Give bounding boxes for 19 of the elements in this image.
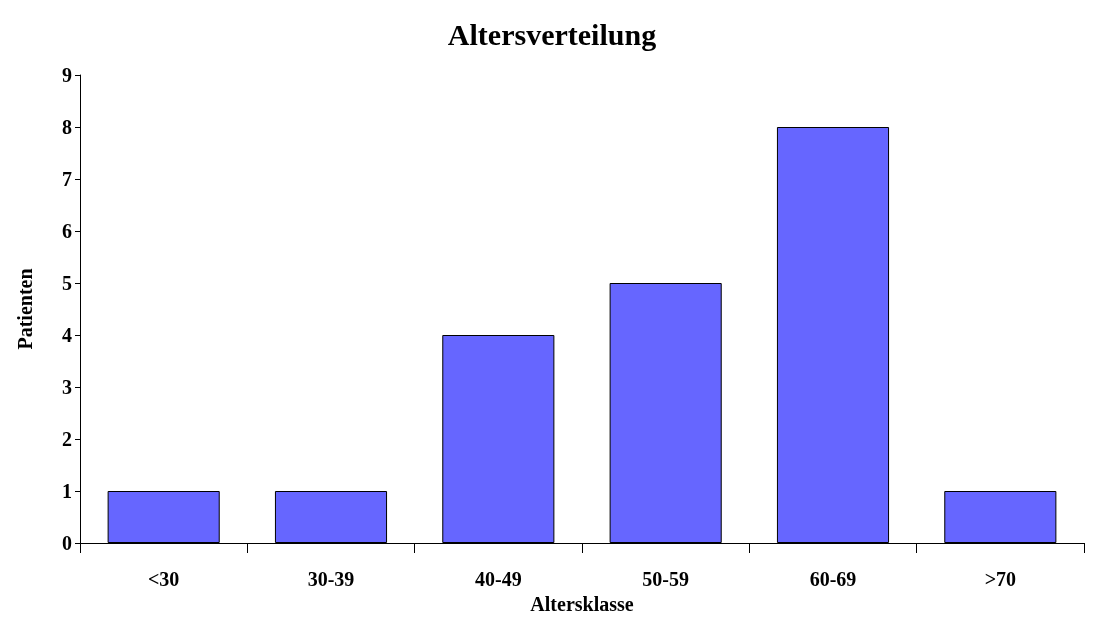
y-tick-label: 0 <box>62 532 72 554</box>
x-tick-label: <30 <box>147 568 180 590</box>
chart-title: Altersverteilung <box>447 17 657 51</box>
x-tick-label: >70 <box>984 568 1017 590</box>
y-tick-label: 4 <box>62 324 72 346</box>
y-tick-label: 5 <box>62 272 72 294</box>
y-tick-label: 6 <box>62 220 72 242</box>
y-tick-label: 8 <box>62 116 72 138</box>
y-tick-label: 1 <box>62 480 72 502</box>
x-tick-label: 50-59 <box>642 568 689 590</box>
y-tick-label: 7 <box>62 168 72 190</box>
x-tick-label: 40-49 <box>475 568 522 590</box>
x-tick-label: 30-39 <box>307 568 355 590</box>
y-axis-title: Patienten <box>14 268 36 350</box>
y-tick-label: 3 <box>62 376 72 398</box>
x-tick-label: 60-69 <box>809 568 857 590</box>
y-tick-label: 2 <box>62 428 72 450</box>
y-tick-label: 9 <box>62 64 72 86</box>
x-axis-title: Altersklasse <box>530 592 634 615</box>
